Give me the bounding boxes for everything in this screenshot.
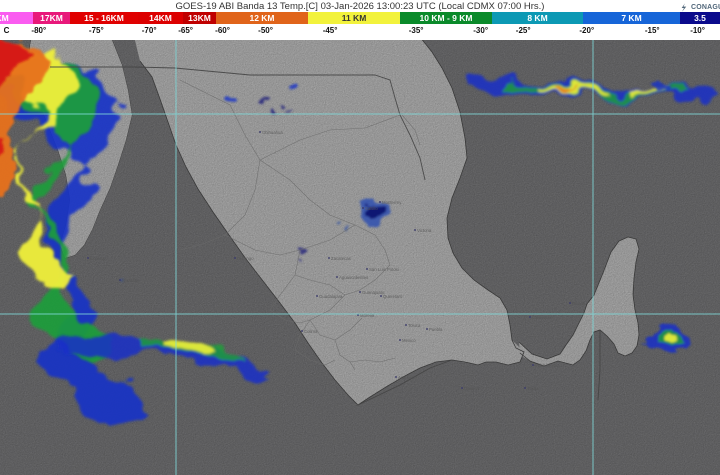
svg-text:Mazatlan: Mazatlan [122, 278, 140, 283]
svg-text:Campeche: Campeche [532, 315, 553, 320]
svg-text:Guanajuato: Guanajuato [362, 290, 385, 295]
svg-text:Chihuahua: Chihuahua [262, 130, 283, 135]
svg-text:Guadalajara: Guadalajara [319, 294, 343, 299]
svg-text:Victoria: Victoria [417, 228, 432, 233]
svg-text:Culiacan: Culiacan [90, 256, 107, 261]
svg-text:Tuxtla: Tuxtla [527, 386, 539, 391]
svg-text:Merida: Merida [572, 301, 586, 306]
svg-text:Mexico: Mexico [402, 338, 416, 343]
svg-text:San Luis Potosi: San Luis Potosi [369, 267, 399, 272]
svg-text:Queretaro: Queretaro [383, 294, 403, 299]
svg-text:Villahermosa: Villahermosa [535, 363, 560, 368]
svg-text:Acapulco: Acapulco [398, 375, 416, 380]
svg-text:Puebla: Puebla [429, 327, 443, 332]
svg-text:Durango: Durango [237, 256, 254, 261]
svg-text:Oaxaca: Oaxaca [464, 386, 479, 391]
svg-text:Toluca: Toluca [408, 323, 421, 328]
svg-text:Zacatecas: Zacatecas [331, 256, 351, 261]
svg-text:Monterrey: Monterrey [382, 200, 402, 205]
svg-text:Aguascalientes: Aguascalientes [339, 275, 368, 280]
svg-text:Saltillo: Saltillo [365, 206, 378, 211]
svg-text:Colima: Colima [304, 329, 318, 334]
